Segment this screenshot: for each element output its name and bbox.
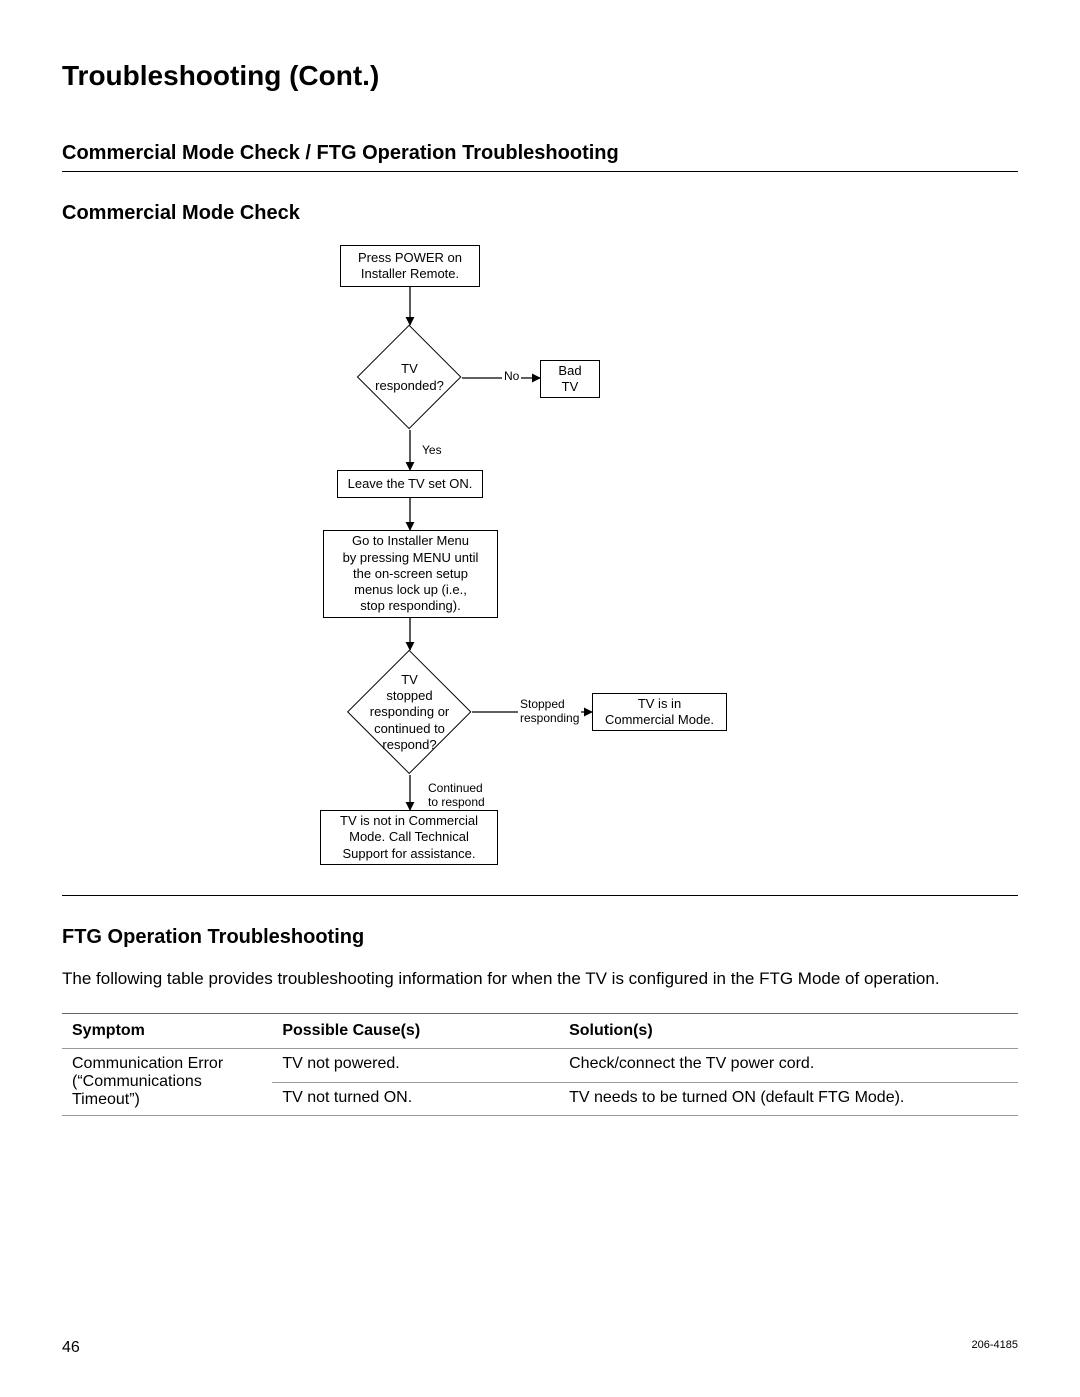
flow-process: TV is in Commercial Mode.	[592, 693, 727, 731]
cause-cell: TV not powered.	[272, 1049, 559, 1083]
flow-process: TV is not in Commercial Mode. Call Techn…	[320, 810, 498, 865]
flow-decision-label: TV stopped responding or continued to re…	[347, 650, 472, 775]
flowchart: Press POWER on Installer Remote. TV respo…	[240, 245, 840, 865]
symptom-cell: Communication Error (“Communications Tim…	[62, 1049, 272, 1116]
subsection1-heading: Commercial Mode Check	[62, 202, 1018, 225]
flow-process: Press POWER on Installer Remote.	[340, 245, 480, 287]
flow-edge-label: No	[502, 369, 521, 383]
cause-cell: TV not turned ON.	[272, 1082, 559, 1116]
table-header: Symptom	[62, 1014, 272, 1049]
page-footer: 46 206-4185	[62, 1339, 1018, 1357]
intro-text: The following table provides troubleshoo…	[62, 969, 1018, 989]
subsection2-heading: FTG Operation Troubleshooting	[62, 926, 1018, 949]
flow-edge-label: Yes	[420, 443, 444, 457]
subsection-rule	[62, 895, 1018, 896]
table-header: Possible Cause(s)	[272, 1014, 559, 1049]
flow-process: Leave the TV set ON.	[337, 470, 483, 498]
troubleshoot-table: SymptomPossible Cause(s)Solution(s) Comm…	[62, 1013, 1018, 1116]
section-heading: Commercial Mode Check / FTG Operation Tr…	[62, 142, 1018, 165]
section-rule	[62, 171, 1018, 172]
flow-decision-label: TV responded?	[357, 325, 462, 430]
table-row: Communication Error (“Communications Tim…	[62, 1049, 1018, 1083]
solution-cell: TV needs to be turned ON (default FTG Mo…	[559, 1082, 1018, 1116]
flow-decision: TV responded?	[357, 325, 462, 430]
table-header: Solution(s)	[559, 1014, 1018, 1049]
flow-process: Bad TV	[540, 360, 600, 398]
flow-edge-label: Stopped responding	[518, 697, 581, 725]
doc-number: 206-4185	[972, 1339, 1019, 1357]
flow-process: Go to Installer Menu by pressing MENU un…	[323, 530, 498, 618]
page-number: 46	[62, 1339, 80, 1357]
flow-decision: TV stopped responding or continued to re…	[347, 650, 472, 775]
flow-edge-label: Continued to respond	[426, 781, 487, 809]
solution-cell: Check/connect the TV power cord.	[559, 1049, 1018, 1083]
page-title: Troubleshooting (Cont.)	[62, 60, 1018, 92]
